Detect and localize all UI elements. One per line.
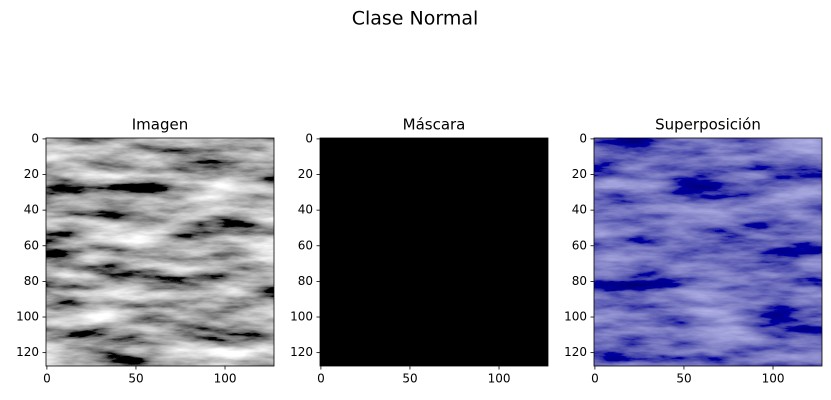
axes-title: Superposición [655, 116, 761, 134]
y-tick-label: 100 [16, 310, 39, 324]
x-tick-label: 0 [43, 372, 51, 386]
y-tick-label: 40 [572, 203, 587, 217]
x-tick-label: 0 [591, 372, 599, 386]
y-tick-label: 20 [298, 167, 313, 181]
x-tick-label: 50 [676, 372, 691, 386]
y-tick-label: 80 [298, 274, 313, 288]
y-tick-label: 40 [24, 203, 39, 217]
axes-title: Máscara [403, 116, 466, 134]
axes-frame [45, 137, 275, 367]
x-tick-label: 50 [128, 372, 143, 386]
image [594, 138, 822, 366]
y-tick-label: 60 [572, 238, 587, 252]
y-tick-label: 40 [298, 203, 313, 217]
y-tick-label: 120 [564, 345, 587, 359]
x-tick-label: 100 [762, 372, 785, 386]
image [320, 138, 548, 366]
x-tick-label: 50 [402, 372, 417, 386]
y-tick-label: 120 [16, 345, 39, 359]
y-tick-label: 80 [572, 274, 587, 288]
y-tick-label: 120 [290, 345, 313, 359]
y-tick-label: 60 [24, 238, 39, 252]
axes-frame [319, 137, 549, 367]
x-tick-label: 0 [317, 372, 325, 386]
y-tick-label: 60 [298, 238, 313, 252]
figure-title: Clase Normal [352, 8, 479, 30]
y-tick-label: 0 [305, 131, 313, 145]
axes-frame [593, 137, 823, 367]
y-tick-label: 20 [572, 167, 587, 181]
y-tick-label: 100 [290, 310, 313, 324]
y-tick-label: 0 [31, 131, 39, 145]
x-tick-label: 100 [214, 372, 237, 386]
x-tick-label: 100 [488, 372, 511, 386]
y-tick-label: 80 [24, 274, 39, 288]
image [46, 138, 274, 366]
y-tick-label: 100 [564, 310, 587, 324]
axes-title: Imagen [132, 116, 188, 134]
y-tick-label: 0 [579, 131, 587, 145]
y-tick-label: 20 [24, 167, 39, 181]
